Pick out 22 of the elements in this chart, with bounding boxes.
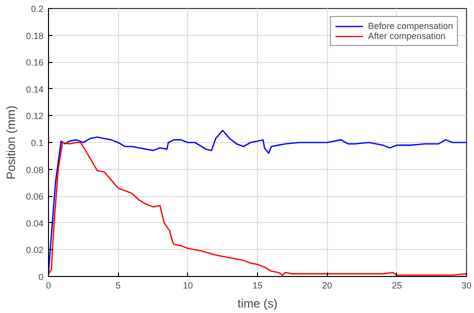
x-tick-label: 25 [392, 280, 402, 290]
y-axis-title: Position (mm) [4, 105, 18, 180]
x-tick-label: 20 [322, 280, 332, 290]
y-tick-label: 0.08 [26, 164, 44, 175]
y-tick-label: 0.06 [26, 192, 44, 202]
y-tick-label: 0.02 [26, 245, 44, 256]
x-tick-label: 5 [116, 280, 121, 290]
y-tick-label: 0.1 [30, 138, 44, 148]
legend-label: Before compensation [368, 21, 453, 31]
x-tick-label: 30 [461, 280, 472, 290]
y-tick-label: 0.16 [26, 58, 44, 68]
legend-label: After compensation [368, 31, 446, 41]
y-tick-label: 0.2 [30, 4, 44, 14]
x-tick-label: 15 [252, 280, 263, 290]
y-tick-label: 0.12 [26, 111, 44, 122]
x-axis-title: time (s) [238, 296, 278, 310]
y-tick-label: 0 [38, 272, 44, 282]
y-tick-label: 0.04 [26, 218, 44, 228]
y-tick-label: 0.18 [26, 30, 44, 41]
x-tick-label: 0 [46, 280, 52, 290]
x-tick-label: 10 [182, 280, 193, 290]
y-tick-label: 0.14 [26, 84, 44, 94]
